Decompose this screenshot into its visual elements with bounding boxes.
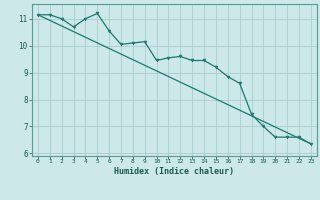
X-axis label: Humidex (Indice chaleur): Humidex (Indice chaleur)	[115, 167, 234, 176]
